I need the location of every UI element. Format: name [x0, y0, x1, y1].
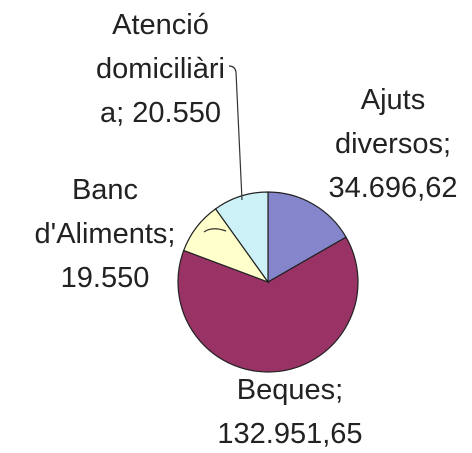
- leader-line: [203, 228, 227, 233]
- category: Atenció domiciliària: [96, 9, 225, 129]
- slice-label: Banc d'Aliments; 19.550: [20, 168, 190, 300]
- separator: ;: [116, 97, 133, 129]
- category: Banc d'Aliments: [34, 174, 168, 250]
- separator: ;: [335, 374, 344, 406]
- leader-line: [228, 65, 243, 201]
- value-label: 20.550: [132, 97, 221, 129]
- slice-label: Atenció domiciliària; 20.550: [88, 3, 233, 135]
- value-label: 132.951,65: [217, 418, 363, 450]
- category: Ajuts diversos: [334, 84, 443, 160]
- separator: ;: [167, 218, 176, 250]
- value-label: 34.696,62: [328, 172, 458, 204]
- pie-slice: [177, 236, 359, 373]
- separator: ;: [442, 128, 452, 160]
- slices: [177, 191, 359, 373]
- slice-label: Ajuts diversos; 34.696,62: [318, 78, 468, 210]
- pie-slice: [214, 191, 269, 284]
- value-label: 19.550: [60, 262, 150, 294]
- slice-label: Beques; 132.951,65: [205, 368, 375, 453]
- category: Beques: [236, 374, 336, 406]
- pie-slice: [267, 191, 347, 284]
